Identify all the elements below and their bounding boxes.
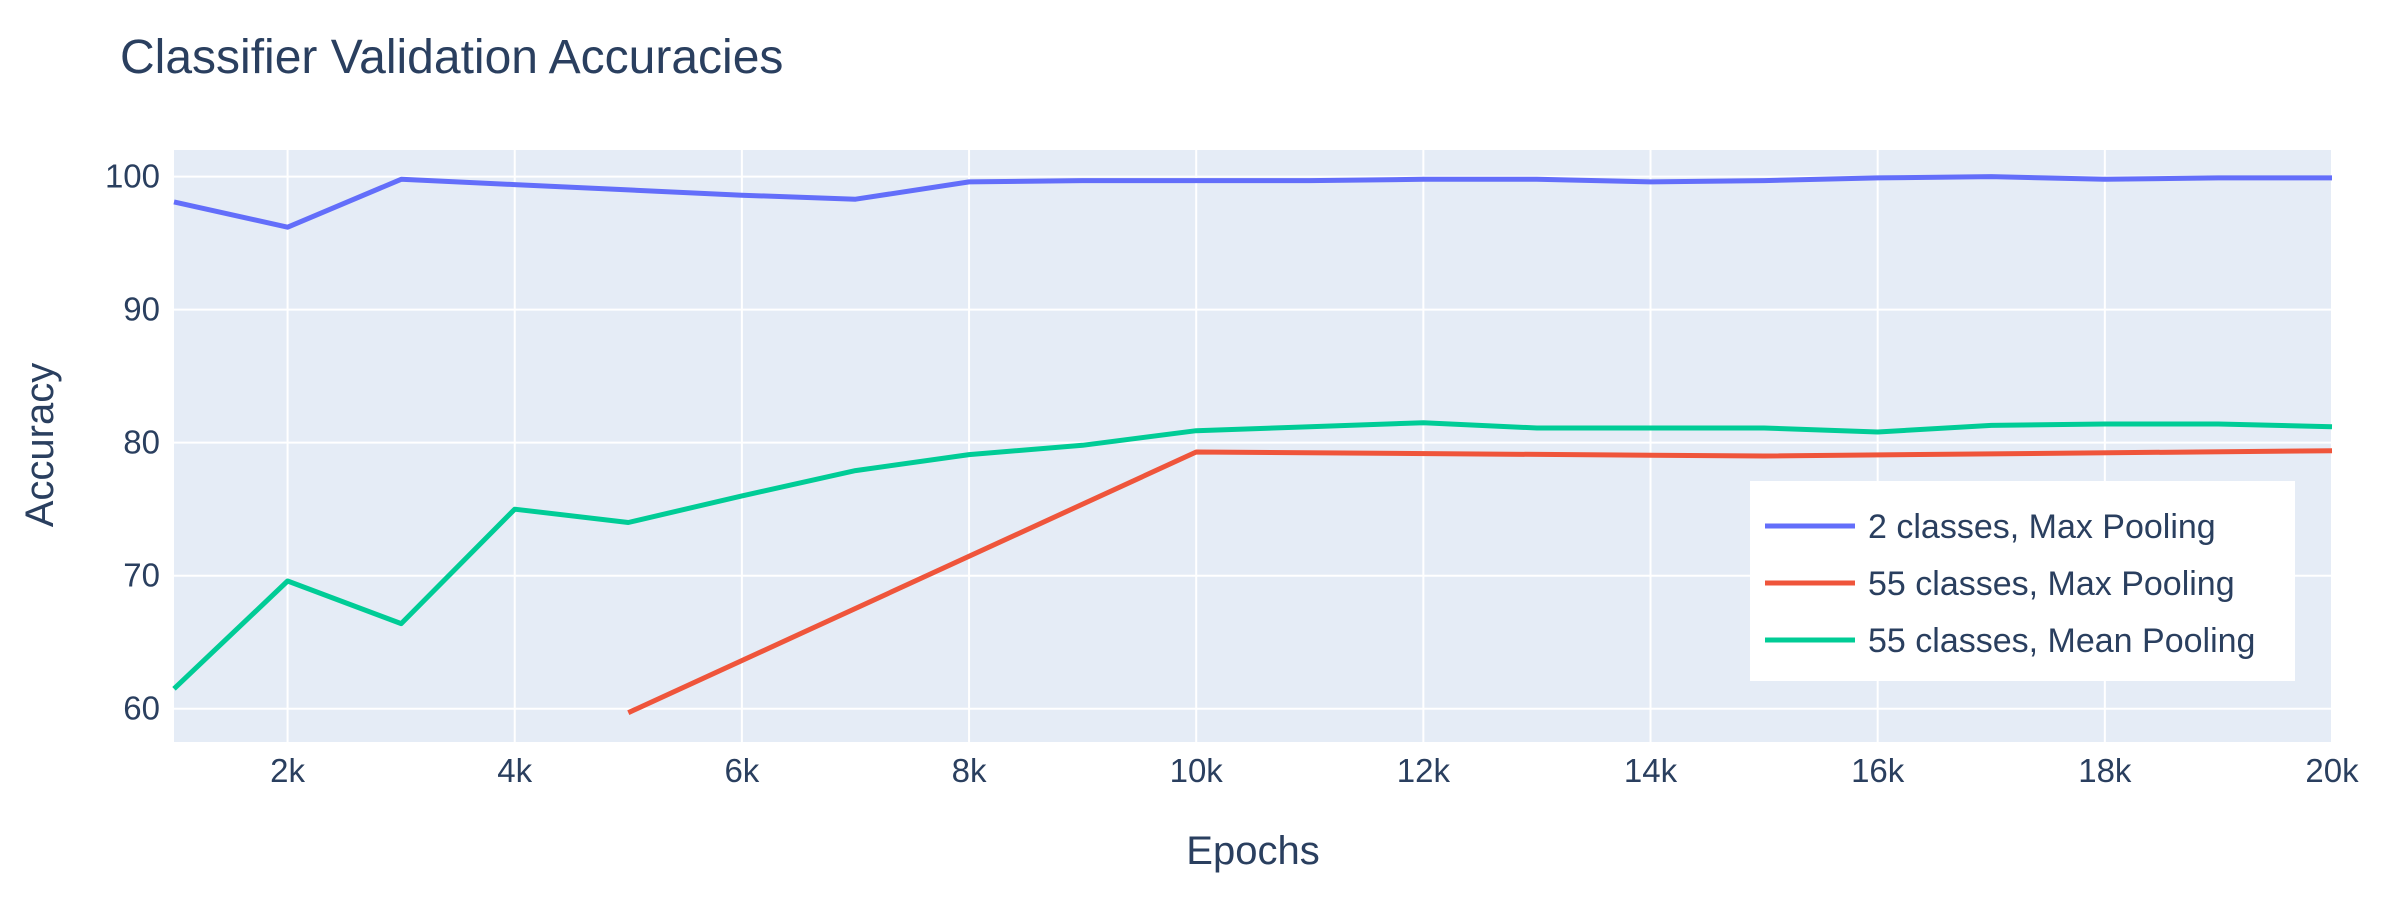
x-tick-label: 14k [1624,752,1678,789]
x-tick-label: 4k [497,752,532,789]
legend: 2 classes, Max Pooling 55 classes, Max Po… [1750,481,2295,681]
x-tick-label: 8k [952,752,987,789]
y-tick-label: 60 [123,690,160,727]
y-tick-label: 80 [123,424,160,461]
x-tick-label: 18k [2078,752,2132,789]
grid [174,150,2333,742]
y-tick-label: 70 [123,557,160,594]
x-tick-label: 10k [1170,752,1224,789]
series-layer [172,174,2333,715]
x-tick-label: 16k [1851,752,1905,789]
y-axis-ticks: 60 70 80 90 100 [105,158,160,727]
x-tick-label: 6k [724,752,759,789]
y-axis-title: Accuracy [18,363,62,528]
series-line-1 [173,174,2332,230]
y-tick-label: 90 [123,291,160,328]
x-axis-title: Epochs [1186,829,1319,873]
x-axis-ticks: 2k 4k 6k 8k 10k 12k 14k 16k 18k 20k [270,752,2359,789]
series-line-3 [172,420,2333,691]
legend-label: 55 classes, Max Pooling [1868,565,2235,603]
x-tick-label: 12k [1397,752,1451,789]
x-tick-label: 2k [270,752,305,789]
legend-label: 2 classes, Max Pooling [1868,508,2216,546]
chart-title: Classifier Validation Accuracies [120,31,783,84]
legend-label: 55 classes, Mean Pooling [1868,622,2255,660]
x-tick-label: 20k [2305,752,2359,789]
y-tick-label: 100 [105,158,160,195]
series-line-2 [627,448,2333,715]
